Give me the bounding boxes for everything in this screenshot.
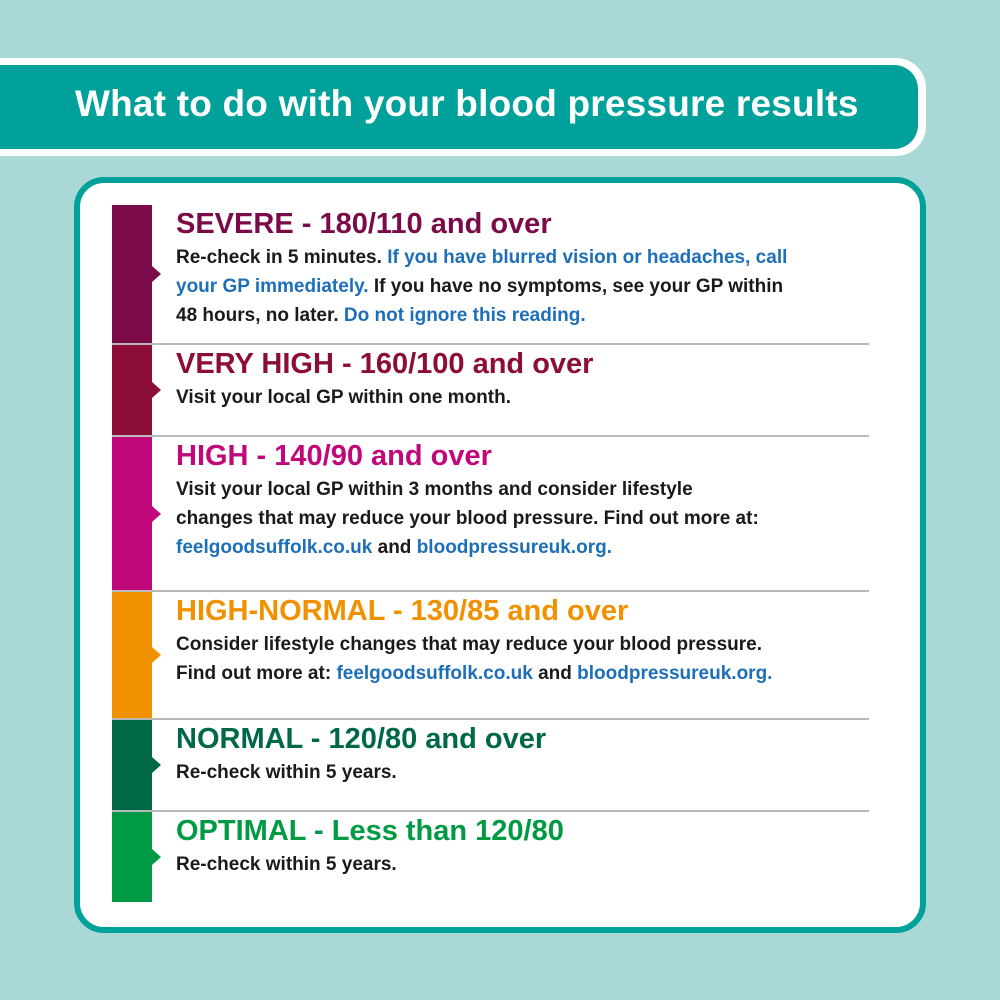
advice-link-text: bloodpressureuk.org. bbox=[577, 663, 773, 684]
category-advice: Re-check within 5 years. bbox=[176, 850, 564, 879]
category-heading: HIGH-NORMAL - 130/85 and over bbox=[176, 594, 772, 628]
advice-text: Re-check within 5 years. bbox=[176, 854, 397, 875]
arrow-notch-icon bbox=[152, 266, 161, 282]
category-range: - 160/100 and over bbox=[333, 348, 594, 380]
advice-line: Re-check within 5 years. bbox=[176, 850, 564, 879]
advice-line: Re-check in 5 minutes. If you have blurr… bbox=[176, 243, 787, 272]
arrow-notch-icon bbox=[152, 382, 161, 398]
advice-line: Re-check within 5 years. bbox=[176, 758, 546, 787]
category-advice: Visit your local GP within one month. bbox=[176, 383, 593, 412]
category-heading: SEVERE - 180/110 and over bbox=[176, 207, 787, 241]
advice-line: Consider lifestyle changes that may redu… bbox=[176, 630, 772, 659]
advice-link-text: feelgoodsuffolk.co.uk bbox=[176, 537, 373, 558]
category-label: SEVERE bbox=[176, 208, 294, 240]
advice-link-text: Do not ignore this reading. bbox=[343, 305, 586, 326]
advice-text: and bbox=[372, 537, 417, 558]
results-card: SEVERE - 180/110 and over Re-check in 5 … bbox=[74, 177, 926, 933]
row-divider bbox=[112, 810, 869, 812]
arrow-notch-icon bbox=[152, 647, 161, 663]
advice-text: changes that may reduce your blood press… bbox=[176, 508, 759, 529]
category-range: - 140/90 and over bbox=[248, 440, 492, 472]
advice-text: Visit your local GP within 3 months and … bbox=[176, 479, 693, 500]
advice-text: Visit your local GP within one month. bbox=[176, 387, 512, 408]
category-color-bar bbox=[112, 592, 152, 718]
title-banner-fill: What to do with your blood pressure resu… bbox=[0, 65, 918, 149]
category-row-optimal: OPTIMAL - Less than 120/80 Re-check with… bbox=[112, 812, 869, 902]
advice-link-text: feelgoodsuffolk.co.uk bbox=[336, 663, 533, 684]
advice-text: If you have no symptoms, see your GP wit… bbox=[368, 276, 784, 297]
category-advice: Re-check within 5 years. bbox=[176, 758, 546, 787]
advice-line: feelgoodsuffolk.co.uk and bloodpressureu… bbox=[176, 533, 759, 562]
advice-text: Re-check in 5 minutes. bbox=[176, 247, 388, 268]
row-divider bbox=[112, 718, 869, 720]
category-label: HIGH bbox=[176, 440, 249, 472]
advice-link-text: your GP immediately. bbox=[176, 276, 369, 297]
category-label: OPTIMAL bbox=[176, 815, 306, 847]
category-color-bar bbox=[112, 437, 152, 590]
advice-link-text: bloodpressureuk.org. bbox=[416, 537, 613, 558]
advice-text: and bbox=[532, 663, 578, 684]
advice-link-text: If you have blurred vision or headaches,… bbox=[387, 247, 788, 268]
row-divider bbox=[112, 590, 869, 592]
advice-line: Find out more at: feelgoodsuffolk.co.uk … bbox=[176, 659, 772, 688]
category-heading: VERY HIGH - 160/100 and over bbox=[176, 347, 593, 381]
category-range: - 130/85 and over bbox=[384, 595, 629, 627]
advice-line: Visit your local GP within one month. bbox=[176, 383, 593, 412]
category-content: HIGH - 140/90 and over Visit your local … bbox=[176, 439, 759, 562]
row-divider bbox=[112, 343, 869, 345]
category-range: - 180/110 and over bbox=[293, 208, 552, 240]
category-advice: Re-check in 5 minutes. If you have blurr… bbox=[176, 243, 787, 330]
category-label: VERY HIGH bbox=[176, 348, 334, 380]
category-content: NORMAL - 120/80 and over Re-check within… bbox=[176, 722, 546, 787]
advice-line: Visit your local GP within 3 months and … bbox=[176, 475, 759, 504]
category-advice: Consider lifestyle changes that may redu… bbox=[176, 630, 772, 688]
advice-line: changes that may reduce your blood press… bbox=[176, 504, 759, 533]
arrow-notch-icon bbox=[152, 757, 161, 773]
category-row-severe: SEVERE - 180/110 and over Re-check in 5 … bbox=[112, 205, 869, 345]
category-content: SEVERE - 180/110 and over Re-check in 5 … bbox=[176, 207, 787, 330]
page-title: What to do with your blood pressure resu… bbox=[75, 83, 859, 124]
category-row-normal: NORMAL - 120/80 and over Re-check within… bbox=[112, 720, 869, 812]
title-banner: What to do with your blood pressure resu… bbox=[0, 58, 926, 156]
category-color-bar bbox=[112, 720, 152, 810]
category-label: HIGH-NORMAL bbox=[176, 595, 385, 627]
category-content: VERY HIGH - 160/100 and over Visit your … bbox=[176, 347, 593, 412]
arrow-notch-icon bbox=[152, 849, 161, 865]
advice-text: Re-check within 5 years. bbox=[176, 762, 397, 783]
category-heading: HIGH - 140/90 and over bbox=[176, 439, 759, 473]
category-color-bar bbox=[112, 812, 152, 902]
category-row-high: HIGH - 140/90 and over Visit your local … bbox=[112, 437, 869, 592]
category-range: - Less than 120/80 bbox=[305, 815, 564, 847]
category-heading: NORMAL - 120/80 and over bbox=[176, 722, 546, 756]
category-row-very-high: VERY HIGH - 160/100 and over Visit your … bbox=[112, 345, 869, 437]
arrow-notch-icon bbox=[152, 505, 161, 522]
category-color-bar bbox=[112, 345, 152, 435]
category-label: NORMAL bbox=[176, 723, 303, 755]
category-heading: OPTIMAL - Less than 120/80 bbox=[176, 814, 564, 848]
category-advice: Visit your local GP within 3 months and … bbox=[176, 475, 759, 562]
category-content: HIGH-NORMAL - 130/85 and over Consider l… bbox=[176, 594, 772, 688]
category-content: OPTIMAL - Less than 120/80 Re-check with… bbox=[176, 814, 564, 879]
category-row-high-normal: HIGH-NORMAL - 130/85 and over Consider l… bbox=[112, 592, 869, 720]
row-divider bbox=[112, 435, 869, 437]
advice-text: Find out more at: bbox=[176, 663, 337, 684]
category-range: - 120/80 and over bbox=[302, 723, 547, 755]
advice-text: Consider lifestyle changes that may redu… bbox=[176, 634, 763, 655]
category-color-bar bbox=[112, 205, 152, 343]
advice-line: 48 hours, no later. Do not ignore this r… bbox=[176, 301, 787, 330]
advice-text: 48 hours, no later. bbox=[176, 305, 344, 326]
advice-line: your GP immediately. If you have no symp… bbox=[176, 272, 787, 301]
